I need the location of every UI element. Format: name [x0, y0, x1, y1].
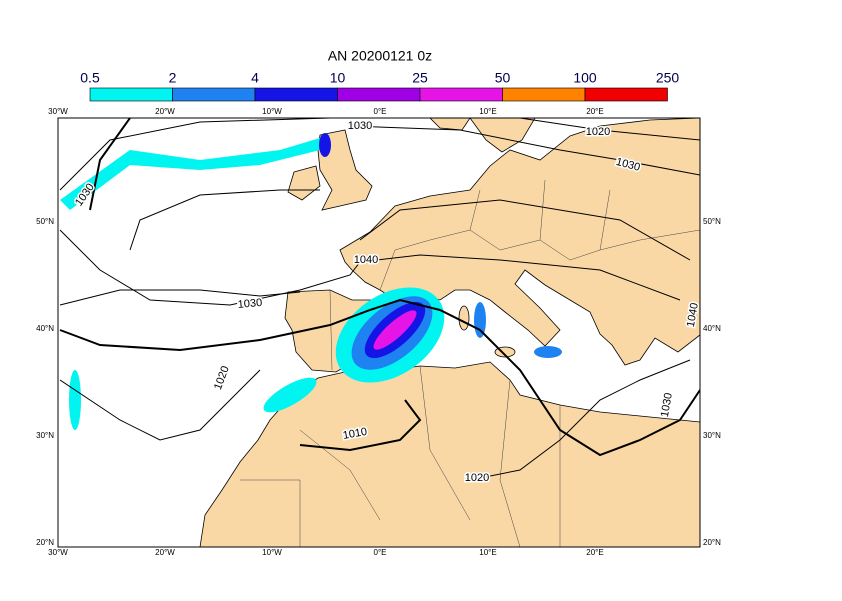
lat-label: 30°N — [703, 431, 721, 440]
scandinavia — [469, 118, 536, 153]
lon-label: 10°E — [479, 548, 496, 557]
lon-label: 20°E — [586, 548, 603, 557]
lon-label: 0°E — [374, 548, 387, 557]
colorbar-swatch — [502, 87, 586, 102]
colorbar-label: 50 — [495, 70, 511, 86]
borders — [240, 179, 700, 547]
lat-label: 40°N — [703, 324, 721, 333]
ireland — [287, 165, 321, 201]
precip-area — [69, 370, 81, 430]
colorbar-label: 0.5 — [80, 70, 100, 86]
lon-label: 30°W — [48, 107, 68, 116]
colorbar-label: 100 — [573, 70, 597, 86]
precip-area — [319, 133, 331, 157]
lat-label: 40°N — [36, 324, 54, 333]
map-frame — [57, 117, 701, 548]
colorbar-swatch — [337, 87, 421, 102]
colorbar: 0.5 2 4 10 25 50 100 250 — [80, 70, 680, 102]
lat-label: 20°N — [703, 538, 721, 547]
precip-area — [474, 302, 486, 338]
lon-label: 10°E — [479, 107, 496, 116]
isobar-label: 1030 — [659, 392, 675, 418]
lon-label: 0°E — [374, 107, 387, 116]
isobar-label: 1020 — [465, 472, 489, 484]
lat-label: 20°N — [36, 538, 54, 547]
isobar-label: 1020 — [586, 126, 610, 138]
lon-label: 10°W — [262, 548, 282, 557]
lat-label: 50°N — [703, 217, 721, 226]
isobar-label: 1030 — [348, 120, 372, 132]
colorbar-swatch — [419, 87, 503, 102]
colorbar-swatch — [584, 87, 668, 102]
lat-label: 30°N — [36, 431, 54, 440]
lon-label: 10°W — [262, 107, 282, 116]
lon-label: 20°E — [586, 107, 603, 116]
lon-label: 20°W — [155, 107, 175, 116]
colorbar-label: 2 — [169, 70, 177, 86]
colorbar-swatch — [172, 87, 256, 102]
sardinia — [458, 305, 470, 331]
lon-label: 20°W — [155, 548, 175, 557]
map-title: AN 20200121 0z — [328, 48, 432, 64]
great-britain — [317, 129, 373, 211]
lat-label: 50°N — [36, 217, 54, 226]
isobar-label: 1040 — [685, 302, 701, 328]
colorbar-label: 250 — [656, 70, 680, 86]
precip-area — [373, 310, 417, 350]
precip-area — [534, 346, 562, 358]
precip-band — [60, 135, 330, 210]
colorbar-label: 25 — [412, 70, 428, 86]
precipitation — [60, 133, 562, 430]
isobar-label: 1040 — [354, 254, 378, 266]
precip-area — [263, 377, 317, 413]
colorbar-swatch — [254, 87, 338, 102]
isobar-label: 1030 — [237, 297, 262, 311]
colorbar-label: 4 — [251, 70, 259, 86]
isobars — [59, 118, 700, 481]
isobar-label: 1010 — [342, 426, 368, 442]
colorbar-swatch — [89, 87, 173, 102]
lon-label: 30°W — [48, 548, 68, 557]
map-area — [58, 118, 700, 547]
colorbar-label: 10 — [330, 70, 346, 86]
